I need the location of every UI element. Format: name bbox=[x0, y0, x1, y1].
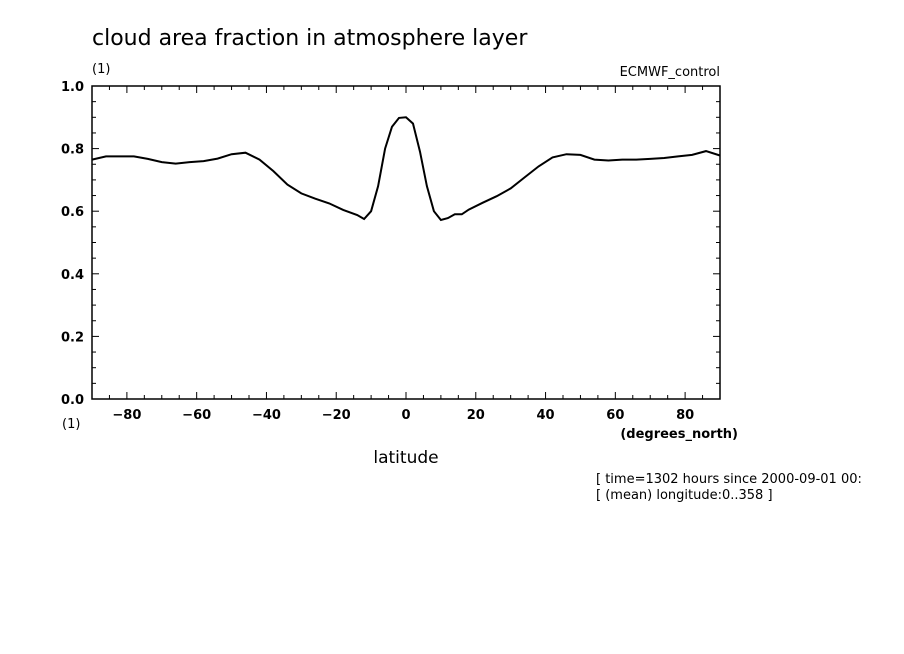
y-units-bottom: (1) bbox=[62, 417, 80, 432]
note-longitude: [ (mean) longitude:0..358 ] bbox=[596, 488, 773, 503]
x-tick-label: 40 bbox=[537, 408, 555, 423]
y-tick-label: 0.0 bbox=[61, 393, 84, 408]
chart-title: cloud area fraction in atmosphere layer bbox=[92, 26, 528, 51]
x-tick-label: −20 bbox=[322, 408, 351, 423]
x-tick-labels: −80 −60 −40 −20 0 20 40 60 80 bbox=[112, 408, 694, 423]
y-tick-label: 0.2 bbox=[61, 330, 84, 345]
y-tick-label: 0.6 bbox=[61, 205, 84, 220]
y-tick-label: 1.0 bbox=[61, 80, 84, 95]
x-tick-label: −60 bbox=[182, 408, 211, 423]
dataset-label: ECMWF_control bbox=[620, 65, 720, 80]
x-tick-label: −80 bbox=[112, 408, 141, 423]
x-units: (degrees_north) bbox=[620, 427, 738, 442]
x-axis-label: latitude bbox=[373, 448, 438, 468]
y-units-top: (1) bbox=[92, 62, 110, 77]
y-tick-label: 0.4 bbox=[61, 268, 84, 283]
plot-frame bbox=[91, 85, 721, 400]
x-tick-label: 0 bbox=[401, 408, 410, 423]
x-tick-label: 20 bbox=[467, 408, 485, 423]
x-tick-label: 60 bbox=[606, 408, 624, 423]
x-tick-label: 80 bbox=[676, 408, 694, 423]
tick-marks bbox=[91, 85, 721, 400]
note-time: [ time=1302 hours since 2000-09-01 00: bbox=[596, 472, 862, 487]
x-tick-label: −40 bbox=[252, 408, 281, 423]
y-tick-label: 0.8 bbox=[61, 143, 84, 158]
y-tick-labels: 0.0 0.2 0.4 0.6 0.8 1.0 bbox=[61, 80, 84, 408]
series-line bbox=[91, 116, 721, 222]
